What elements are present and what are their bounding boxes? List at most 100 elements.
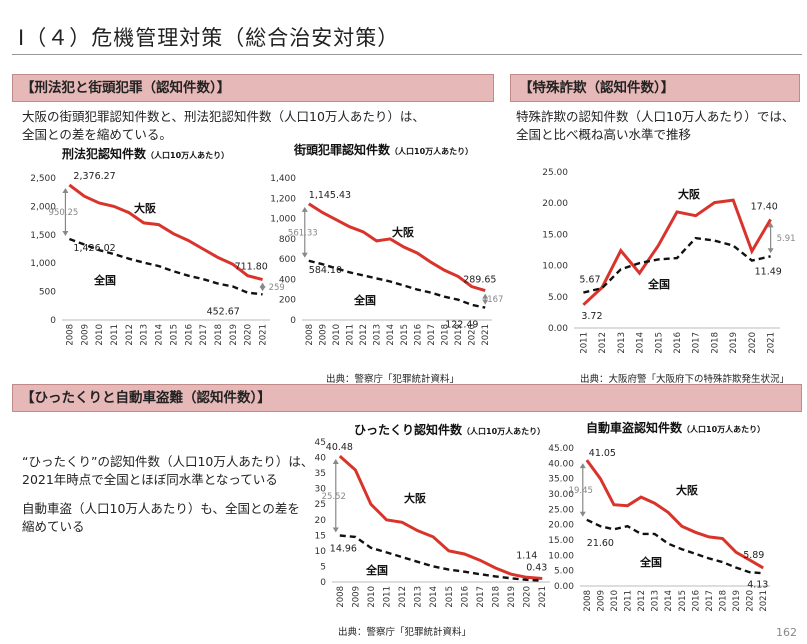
x-tick-label: 2009 [80,324,90,346]
y-tick-label: 5.00 [548,293,568,303]
x-tick-label: 2021 [538,586,548,608]
crime-source: 出典：警察庁「犯罪統計資料」 [326,374,460,385]
x-tick-label: 2017 [199,324,209,346]
y-tick-label: 0 [50,316,56,326]
x-tick-label: 2018 [492,586,502,608]
chart-title: ひったくり認知件数（人口10万人あたり） [354,422,545,437]
chart-unit-note: （人口10万人あたり） [146,150,229,160]
x-tick-label: 2017 [476,586,486,608]
x-tick-label: 2010 [610,590,620,612]
x-tick-label: 2015 [445,586,455,608]
series-line-national [308,259,486,309]
y-tick-label: 2,000 [30,202,56,212]
x-tick-label: 2010 [95,324,105,346]
y-tick-label: 1,000 [30,259,56,269]
x-tick-label: 2021 [759,590,769,612]
x-tick-label: 2019 [732,590,742,612]
series-line-osaka [338,454,543,580]
crime-text-line: 大阪の街頭犯罪認知件数と、刑法犯認知件数（人口10万人あたり）は、 [22,109,425,124]
y-tick-label: 5 [320,562,326,572]
x-tick-label: 2015 [678,590,688,612]
chart-penal-code-crimes: 刑法犯認知件数（人口10万人あたり） 0 500 1,000 1,500 2,000 2,5… [30,146,284,346]
y-tick-label: 0.00 [548,324,568,334]
x-tick-label: 2012 [637,590,647,612]
gap-value-label: 25.52 [322,492,346,502]
data-label: 17.40 [751,201,778,212]
x-tick-label: 2020 [468,324,478,346]
y-tick-label: 0.00 [554,582,574,592]
snatch-text-line: “ひったくり”の認知件数（人口10万人あたり）は、 [22,454,314,469]
x-tick-label: 2008 [305,324,315,346]
data-label: 2,376.27 [73,171,115,182]
gap-arrow-head [301,206,308,212]
y-tick-label: 20.00 [548,521,574,531]
x-tick-label: 2019 [729,332,739,354]
data-label: 41.05 [589,448,616,459]
series-label-national: 全国 [353,293,376,307]
gap-arrow-head [62,188,69,194]
x-tick-label: 2014 [155,324,165,346]
gap-value-label: 561.33 [288,228,318,238]
y-tick-label: 15.00 [548,536,574,546]
fraud-text-line: 特殊詐欺の認知件数（人口10万人あたり）では、 [516,109,795,124]
crime-text-line: 全国との差を縮めている。 [22,127,172,142]
x-tick-label: 2018 [214,324,224,346]
gap-arrow-head [259,286,266,292]
chart-title-text: 街頭犯罪認知件数 [293,142,391,157]
series-label-osaka: 大阪 [678,187,701,201]
gap-value-label: 167.16 [487,295,504,305]
series-line-osaka [585,459,764,570]
series-label-osaka: 大阪 [134,201,157,215]
data-label: 1,426.02 [73,243,115,254]
series-line-osaka [582,198,772,306]
x-tick-label: 2016 [691,590,701,612]
x-tick-label: 2020 [748,332,758,354]
gap-arrow-head [482,299,489,305]
y-tick-label: 25.00 [548,505,574,515]
x-tick-label: 2013 [414,586,424,608]
chart-car-theft: 自動車盗認知件数（人口10万人あたり） 0.00 5.00 10.00 15.00 20.… [548,420,770,612]
chart-title: 街頭犯罪認知件数（人口10万人あたり） [293,142,473,157]
chart-title-text: ひったくり認知件数 [354,422,463,437]
chart-unit-note: （人口10万人あたり） [682,424,765,434]
series-line-national [68,237,263,296]
title-divider [12,54,802,55]
gap-arrow-head [301,252,308,258]
x-tick-label: 2013 [140,324,150,346]
x-tick-label: 2019 [229,324,239,346]
y-tick-label: 15 [315,531,326,541]
data-label: 14.96 [330,543,357,554]
y-tick-label: 2,500 [30,174,56,184]
gap-arrow-head [332,527,339,533]
x-tick-label: 2020 [244,324,254,346]
page-title: Ⅰ（４）危機管理対策（総合治安対策） [18,26,400,50]
x-tick-label: 2016 [413,324,423,346]
gap-arrow-head [579,463,586,469]
snatch-text-line: 2021年時点で全国とほぼ同水準となっている [22,472,278,487]
x-tick-label: 2020 [746,590,756,612]
gap-value-label: 19.45 [569,486,593,496]
x-tick-label: 2021 [767,332,777,354]
snatch-source: 出典：警察庁「犯罪統計資料」 [338,627,472,638]
data-label: 11.49 [755,266,782,277]
chart-unit-note: （人口10万人あたり） [390,146,473,156]
series-line-national [339,534,543,582]
series-label-osaka: 大阪 [392,225,415,239]
data-label: 3.72 [581,311,602,322]
fraud-text-line: 全国と比べ概ね高い水準で推移 [516,127,692,142]
data-label: 21.60 [587,538,614,549]
x-tick-label: 2016 [673,332,683,354]
x-tick-label: 2019 [507,586,517,608]
y-tick-label: 35 [315,469,326,479]
data-label: 5.67 [579,275,600,286]
x-tick-label: 2017 [705,590,715,612]
y-tick-label: 10 [315,547,327,557]
x-tick-label: 2008 [583,590,593,612]
gap-arrow-head [767,222,774,228]
x-tick-label: 2015 [654,332,664,354]
x-tick-label: 2015 [169,324,179,346]
chart-title-text: 自動車盗認知件数 [586,420,683,435]
data-label: 122.49 [445,320,478,331]
data-label: 452.67 [207,306,240,317]
chart-special-fraud: 0.00 5.00 10.00 15.00 20.00 25.00 2011 2012 2013… [542,168,795,354]
